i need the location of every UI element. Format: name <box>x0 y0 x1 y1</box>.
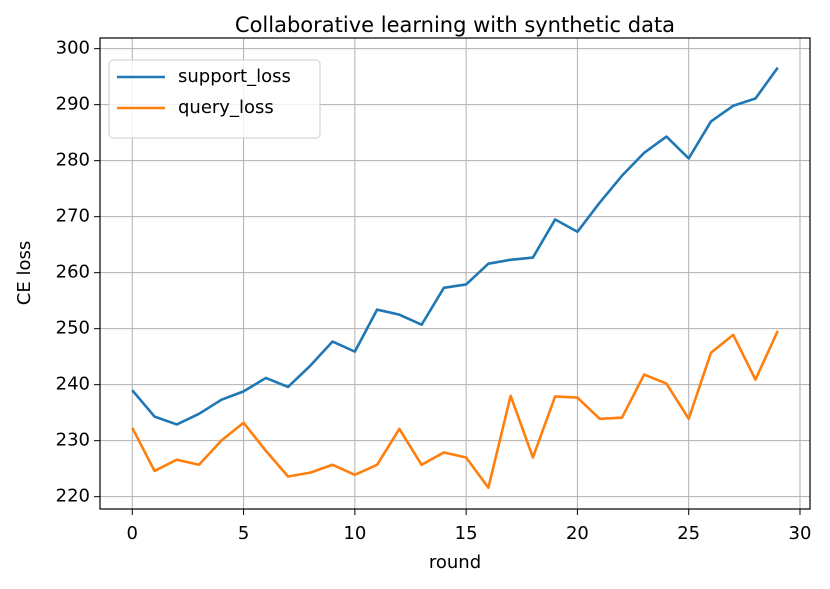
y-tick-label: 220 <box>56 486 90 507</box>
x-axis-label: round <box>429 552 481 573</box>
y-tick-label: 300 <box>56 38 90 59</box>
y-tick-label: 280 <box>56 150 90 171</box>
legend-label: support_loss <box>178 66 291 87</box>
y-tick-label: 250 <box>56 318 90 339</box>
y-axis-label: CE loss <box>14 241 35 305</box>
x-tick-label: 5 <box>238 523 249 544</box>
x-tick-label: 0 <box>127 523 138 544</box>
data-line <box>131 330 779 490</box>
legend-box <box>108 59 321 139</box>
y-tick-label: 260 <box>56 262 90 283</box>
y-tick-label: 230 <box>56 430 90 451</box>
x-tick-label: 15 <box>455 523 478 544</box>
data-line <box>131 66 779 426</box>
y-tick-label: 290 <box>56 94 90 115</box>
legend-label: query_loss <box>178 97 274 118</box>
x-tick-label: 25 <box>677 523 700 544</box>
y-tick-label: 240 <box>56 374 90 395</box>
y-tick-label: 270 <box>56 206 90 227</box>
x-tick-label: 20 <box>566 523 589 544</box>
x-tick-label: 30 <box>789 523 812 544</box>
chart-title: Collaborative learning with synthetic da… <box>235 13 675 37</box>
plot-frame <box>99 37 811 510</box>
x-tick-label: 10 <box>343 523 366 544</box>
